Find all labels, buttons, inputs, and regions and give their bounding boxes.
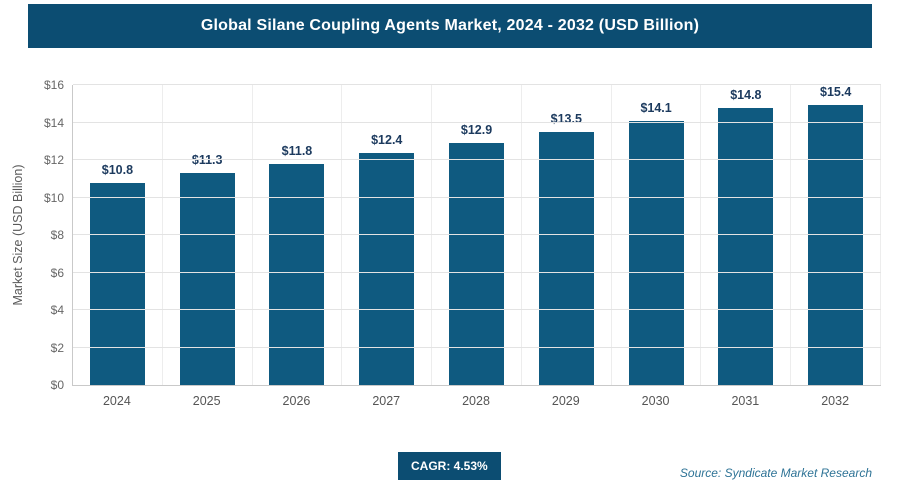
gridline: [73, 309, 881, 310]
bar-column: $11.8: [253, 85, 343, 385]
x-tick-label: 2030: [641, 394, 670, 408]
gridline: [73, 196, 881, 198]
bar-value-label: $11.8: [281, 143, 313, 158]
y-tick-label: $2: [50, 340, 64, 355]
plot-area: $10.8 $11.3 $11.8 $12.4 $12.9 $13.5 $14.1 $14.8…: [72, 84, 882, 386]
bar: [628, 120, 684, 385]
bar: [718, 107, 774, 385]
gridline: [73, 271, 881, 273]
bar-value-label: $12.4: [371, 132, 403, 147]
x-tick-label: 2031: [731, 394, 760, 408]
bar: [808, 105, 864, 385]
y-tick-label: $16: [43, 78, 64, 92]
x-tick-label: 2026: [282, 394, 311, 408]
x-tick-label: 2027: [372, 394, 401, 408]
bar-chart: Market Size (USD Billion) $0 $2 $4 $6 $8 $10 $…: [0, 60, 900, 435]
bar: [359, 152, 415, 385]
bar-value-label: $11.3: [191, 153, 223, 168]
bar-column: $12.4: [342, 85, 433, 385]
bar-column: $11.3: [163, 85, 253, 385]
bar: [538, 131, 594, 385]
gridline: [73, 159, 881, 160]
bar-column: $12.9: [432, 85, 522, 385]
bar-value-label: $10.8: [101, 162, 134, 177]
y-tick-label: $14: [43, 115, 64, 130]
bar-value-label: $14.1: [640, 100, 672, 115]
y-tick-label: $6: [50, 265, 64, 280]
y-tick-label: $12: [43, 153, 64, 167]
bar-value-label: $13.5: [550, 111, 582, 126]
x-tick-label: 2025: [192, 394, 221, 408]
bar-value-label: $15.4: [820, 85, 852, 99]
cagr-badge: CAGR: 4.53%: [398, 452, 501, 480]
x-tick-label: 2024: [102, 394, 131, 408]
gridline: [73, 346, 881, 348]
y-tick-label: $4: [50, 303, 64, 317]
bar-value-label: $14.8: [730, 87, 762, 102]
bar: [269, 163, 325, 385]
x-axis-labels: 2024 2025 2026 2027 2028 2029 2030 2031 2032: [72, 385, 880, 408]
bars-container: $10.8 $11.3 $11.8 $12.4 $12.9 $13.5 $14.1 $14.8…: [73, 85, 882, 385]
bar-value-label: $12.9: [460, 123, 493, 138]
bar-column: $14.8: [701, 85, 792, 385]
gridline: [73, 234, 881, 235]
y-tick-label: $10: [43, 190, 64, 205]
chart-title-bar: Global Silane Coupling Agents Market, 20…: [28, 4, 872, 48]
source-text: Source: Syndicate Market Research: [679, 466, 872, 480]
bar-column: $13.5: [522, 85, 612, 385]
bar-column: $15.4: [791, 85, 882, 385]
bar: [449, 143, 505, 385]
gridline: [73, 84, 881, 85]
bar: [179, 173, 235, 385]
x-tick-label: 2032: [821, 394, 850, 408]
bar-column: $10.8: [73, 85, 163, 385]
y-ticks: $0 $2 $4 $6 $8 $10 $12 $14 $16: [0, 78, 64, 392]
y-tick-label: $8: [50, 228, 64, 242]
bar: [89, 182, 145, 385]
y-tick-label: $0: [50, 378, 64, 392]
bar-column: $14.1: [612, 85, 702, 385]
x-tick-label: 2028: [462, 394, 490, 408]
chart-title: Global Silane Coupling Agents Market, 20…: [200, 17, 700, 34]
x-tick-label: 2029: [551, 394, 580, 408]
gridline: [73, 121, 881, 123]
